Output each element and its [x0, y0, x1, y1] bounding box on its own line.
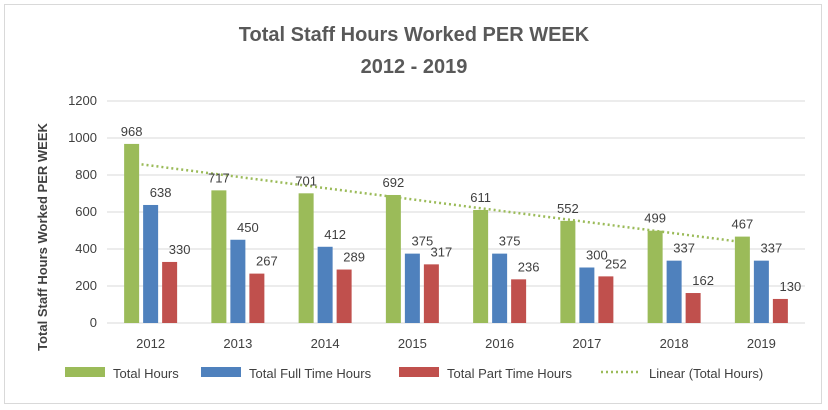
- x-tick-label: 2017: [572, 336, 601, 351]
- bar-total-part-time-hours: [598, 276, 614, 323]
- x-tick-label: 2013: [223, 336, 252, 351]
- data-label: 968: [121, 124, 143, 139]
- bar-total-full-time-hours: [492, 253, 508, 323]
- bar-total-full-time-hours: [143, 204, 159, 323]
- data-label: 450: [237, 220, 259, 235]
- bar-total-full-time-hours: [579, 267, 595, 323]
- bar-total-hours: [647, 230, 663, 323]
- x-tick-labels: 2012 2013 2014 2015 2016 2017 2018 2019: [136, 336, 776, 351]
- y-tick-label: 200: [75, 278, 97, 293]
- bar-total-part-time-hours: [511, 279, 527, 323]
- data-label: 300: [586, 248, 608, 263]
- bar-total-full-time-hours: [666, 260, 682, 323]
- data-label: 412: [324, 227, 346, 242]
- y-tick-label: 0: [90, 315, 97, 330]
- legend: Total Hours Total Full Time Hours Total Pa…: [65, 366, 763, 381]
- legend-swatch: [201, 367, 241, 377]
- bar-total-part-time-hours: [249, 273, 265, 323]
- legend-label: Linear (Total Hours): [649, 366, 763, 381]
- chart-frame: Total Staff Hours Worked PER WEEK 2012 -…: [4, 4, 822, 404]
- data-label: 611: [470, 190, 491, 205]
- y-tick-label: 1200: [68, 93, 97, 108]
- bar-total-full-time-hours: [404, 253, 420, 323]
- bar-total-part-time-hours: [162, 261, 178, 323]
- data-label: 375: [412, 234, 434, 249]
- bar-total-part-time-hours: [336, 269, 352, 323]
- x-tick-label: 2016: [485, 336, 514, 351]
- data-label: 162: [692, 273, 714, 288]
- bar-total-part-time-hours: [685, 293, 701, 323]
- data-label: 337: [673, 241, 695, 256]
- data-label: 236: [518, 259, 540, 274]
- data-labels: 9686383307174502677014122896923753176113…: [121, 124, 801, 294]
- chart-svg: Total Staff Hours Worked PER WEEK 2012 -…: [35, 24, 805, 381]
- y-tick-label: 1000: [68, 130, 97, 145]
- y-tick-label: 600: [75, 204, 97, 219]
- data-label: 317: [431, 244, 453, 259]
- data-label: 337: [761, 241, 783, 256]
- bar-total-full-time-hours: [753, 260, 769, 323]
- y-tick-labels: 0 200 400 600 800 1000 1200: [68, 93, 97, 330]
- data-label: 130: [780, 279, 802, 294]
- legend-label: Total Part Time Hours: [447, 366, 572, 381]
- bar-total-full-time-hours: [230, 239, 246, 323]
- x-tick-label: 2014: [311, 336, 340, 351]
- x-tick-label: 2018: [660, 336, 689, 351]
- bar-total-full-time-hours: [317, 246, 333, 323]
- legend-swatch: [65, 367, 105, 377]
- data-label: 692: [383, 175, 405, 190]
- bar-total-hours: [298, 193, 314, 323]
- legend-swatch: [399, 367, 439, 377]
- data-label: 701: [295, 173, 317, 188]
- legend-label: Total Full Time Hours: [249, 366, 372, 381]
- data-label: 717: [208, 170, 230, 185]
- y-axis-title: Total Staff Hours Worked PER WEEK: [35, 123, 50, 351]
- bars: [124, 143, 788, 323]
- x-tick-label: 2019: [747, 336, 776, 351]
- data-label: 330: [169, 242, 191, 257]
- bar-total-hours: [124, 143, 140, 323]
- data-label: 499: [644, 211, 666, 226]
- y-tick-label: 800: [75, 167, 97, 182]
- bar-total-hours: [211, 190, 227, 323]
- legend-label: Total Hours: [113, 366, 179, 381]
- data-label: 289: [343, 250, 365, 265]
- y-tick-label: 400: [75, 241, 97, 256]
- x-tick-label: 2015: [398, 336, 427, 351]
- bar-total-part-time-hours: [423, 264, 439, 323]
- x-tick-label: 2012: [136, 336, 165, 351]
- data-label: 267: [256, 254, 278, 269]
- data-label: 638: [150, 185, 172, 200]
- bar-total-hours: [473, 209, 489, 323]
- data-label: 252: [605, 256, 627, 271]
- chart-subtitle: 2012 - 2019: [361, 56, 468, 78]
- data-label: 467: [732, 217, 754, 232]
- data-label: 552: [557, 201, 579, 216]
- bar-total-hours: [734, 236, 750, 323]
- bar-total-hours: [560, 220, 576, 323]
- data-label: 375: [499, 234, 521, 249]
- bar-total-hours: [385, 194, 401, 323]
- bar-total-part-time-hours: [772, 298, 788, 323]
- chart-title: Total Staff Hours Worked PER WEEK: [239, 24, 590, 46]
